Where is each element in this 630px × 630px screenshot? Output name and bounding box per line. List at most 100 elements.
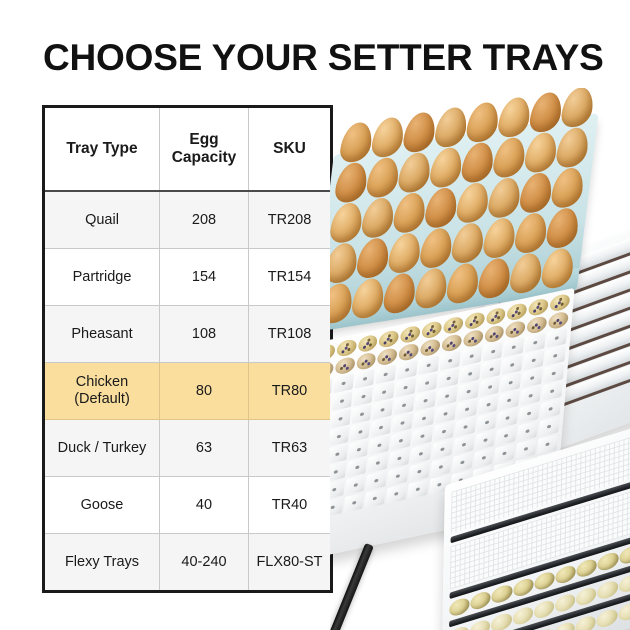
quail-tray-cell [410,443,432,464]
column-header-egg-capacity-line2: Capacity [171,149,237,166]
quail-tray-cell [412,426,433,447]
table-row: Duck / Turkey 63 TR63 [43,419,332,477]
table-row: Quail 208 TR208 [43,190,332,249]
quail-tray-cell [392,413,414,433]
quail-tray-cell [416,373,438,393]
egg [338,120,374,165]
quail-tray-cell [451,452,473,473]
quail-tray-cell [352,386,374,407]
cell-sku: TR108 [248,305,332,363]
quail-tray-cell [366,470,388,491]
egg [539,246,576,291]
flexy-egg [575,613,597,630]
quail-tray-cell [541,381,563,402]
quail-tray-cell [364,488,386,509]
cell-tray-type: Quail [43,190,160,249]
quail-tray-cell [331,391,353,412]
table-row: Partridge 154 TR154 [43,248,332,306]
table-header-row: Tray Type Egg Capacity SKU [43,106,332,192]
egg [523,130,559,175]
page-title: CHOOSE YOUR SETTER TRAYS [43,37,604,78]
quail-tray-cell [538,416,560,437]
egg [355,235,391,281]
flexy-egg [619,544,630,566]
egg [330,241,360,286]
table-row: Goose 40 TR40 [43,476,332,534]
quail-egg [334,355,356,376]
egg [428,145,464,190]
egg [401,110,438,155]
egg [496,95,532,140]
table-header: Tray Type Egg Capacity SKU [43,106,332,192]
quail-tray-cell [523,350,545,371]
quail-egg [505,319,527,340]
quail-tray-cell [453,434,475,455]
egg [513,210,549,256]
cell-sku: TR154 [248,248,332,306]
quail-tray-cell [544,345,566,366]
quail-tray-cell [346,457,368,478]
quail-tray-cell [518,403,540,424]
quail-tray-cell [454,417,476,437]
quail-tray-cell [477,394,499,415]
egg [360,195,396,240]
egg [528,90,564,135]
quail-tray-cell [430,457,452,477]
quail-tray-cell [343,492,365,513]
column-header-egg-capacity-line1: Egg [189,131,219,148]
column-header-sku: SKU [248,106,332,192]
quail-tray-cell [431,439,453,460]
quail-tray-cell [348,439,369,460]
quail-egg [336,338,357,358]
egg [455,180,491,225]
quail-egg [400,324,421,345]
column-header-egg-capacity: Egg Capacity [159,106,249,192]
cell-egg-capacity: 40-240 [159,533,249,592]
quail-tray-cell [500,372,522,393]
egg [413,266,449,311]
quail-tray-cell [375,364,397,385]
quail-tray-cell [330,408,351,429]
egg [445,261,481,306]
cell-tray-type: Pheasant [43,305,160,363]
quail-tray-cell [525,332,546,353]
cell-egg-capacity: 208 [159,190,249,249]
quail-egg [549,292,571,313]
quail-tray-cell [332,373,354,394]
egg [491,135,528,180]
quail-egg [441,333,462,353]
egg [423,185,459,230]
quail-tray-cell [461,346,482,367]
quail-tray-cell [520,385,542,406]
quail-egg [378,329,400,349]
quail-tray-cell [439,350,461,371]
cell-tray-type: Flexy Trays [43,533,160,592]
egg [365,155,401,200]
quail-tray-cell [521,368,543,388]
flexy-egg [596,607,618,630]
egg [518,170,554,215]
egg [549,165,586,210]
egg [476,256,513,301]
quail-tray-cell [344,475,366,496]
quail-egg [547,310,569,331]
egg [386,230,423,276]
quail-egg [421,320,443,340]
quail-tray-cell [497,408,519,428]
quail-tray-cell [546,328,568,348]
quail-tray-cell [474,430,496,451]
quail-tray-cell [482,341,504,362]
quail-egg [442,315,464,336]
cell-egg-capacity: 80 [159,362,249,420]
quail-tray-cell [438,368,459,389]
quail-tray-cell [367,453,389,473]
egg [433,105,469,150]
quail-tray-cell [354,369,376,389]
quail-tray-cell [436,386,458,407]
quail-tray-cell [456,399,478,420]
table-row: Pheasant 108 TR108 [43,305,332,363]
quail-tray-cell [479,377,501,397]
cell-sku: TR80 [248,362,332,420]
product-photo-collage [330,88,630,630]
egg [333,160,370,205]
